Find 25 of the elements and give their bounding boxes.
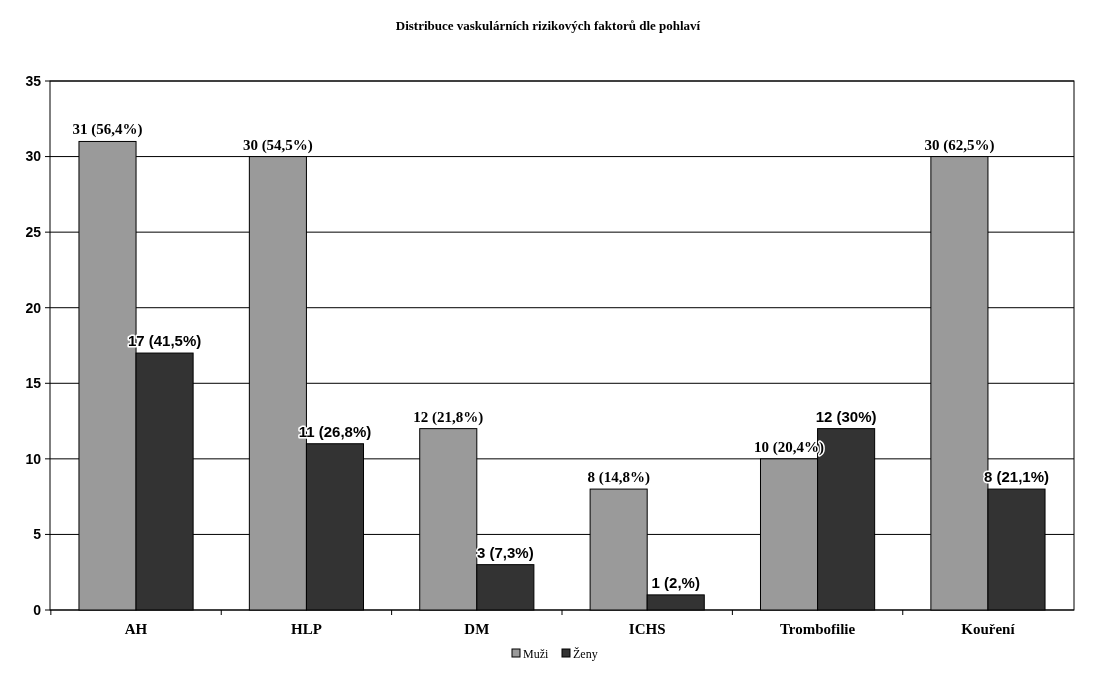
legend-label: Muži xyxy=(523,647,549,661)
y-tick-label: 5 xyxy=(33,526,42,543)
data-label: 8 (14,8%) xyxy=(587,469,650,487)
y-tick-label: 0 xyxy=(33,601,42,618)
chart-title: Distribuce vaskulárních rizikových faktorů dle pohlaví xyxy=(395,18,701,33)
data-label: 31 (56,4%) xyxy=(72,121,143,139)
x-tick-label: ICHS xyxy=(628,621,666,637)
data-label: 3 (7,3%) xyxy=(477,543,534,561)
x-tick-label: DM xyxy=(464,621,490,637)
x-tick-label: AH xyxy=(124,621,148,637)
data-label: 1 (2,%) xyxy=(651,573,700,591)
y-tick-label: 35 xyxy=(25,72,42,89)
data-label: 30 (62,5%) xyxy=(924,136,995,154)
data-label: 12 (21,8%) xyxy=(413,408,484,426)
data-label: 30 (54,5%) xyxy=(242,136,313,154)
y-tick-label: 15 xyxy=(25,375,42,392)
x-tick-label: Trombofilie xyxy=(779,621,856,637)
y-tick-label: 25 xyxy=(25,224,42,241)
x-tick-label: Kouření xyxy=(961,621,1016,637)
y-tick-label: 20 xyxy=(25,299,42,316)
data-label: 12 (30%) xyxy=(815,407,877,425)
y-tick-label: 10 xyxy=(25,450,42,467)
legend-label: Ženy xyxy=(573,647,598,661)
y-tick-label: 30 xyxy=(25,148,42,165)
x-tick-label: HLP xyxy=(291,621,322,637)
